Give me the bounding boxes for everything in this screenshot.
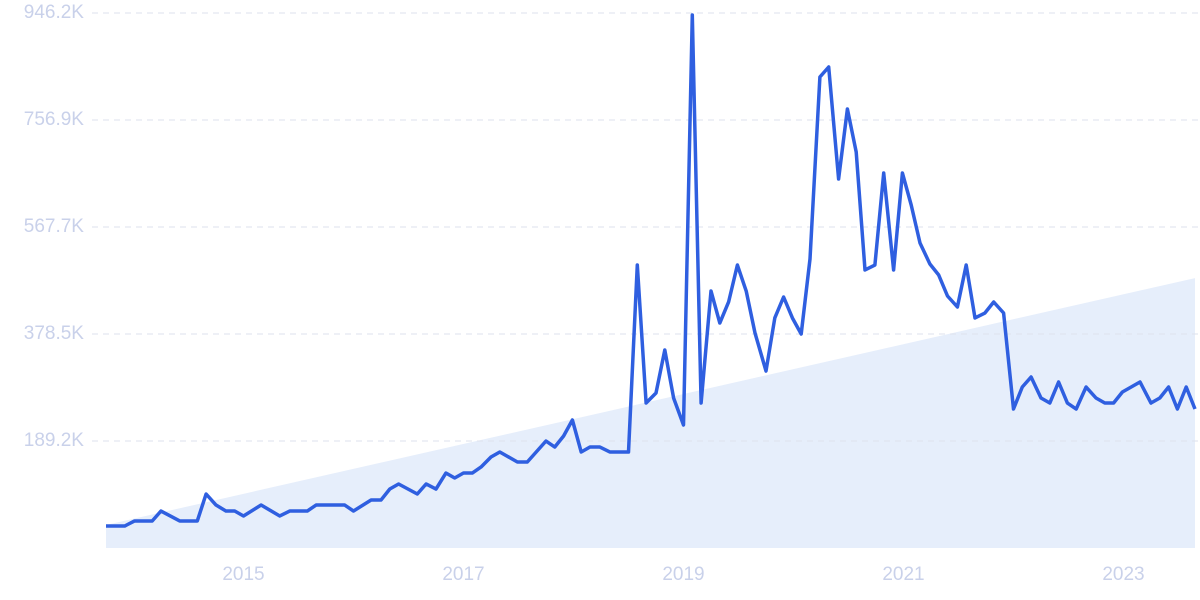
x-tick-label: 2015 xyxy=(222,564,264,585)
x-tick-label: 2021 xyxy=(882,564,924,585)
y-tick-label: 189.2K xyxy=(24,430,85,451)
y-tick-label: 946.2K xyxy=(24,2,85,23)
x-tick-label: 2017 xyxy=(442,564,484,585)
y-tick-label: 378.5K xyxy=(24,323,85,344)
x-tick-label: 2019 xyxy=(662,564,704,585)
x-tick-label: 2023 xyxy=(1102,564,1144,585)
y-tick-label: 567.7K xyxy=(24,216,85,237)
trend-area xyxy=(106,278,1195,548)
y-tick-label: 756.9K xyxy=(24,109,85,130)
data-line xyxy=(106,13,1197,528)
